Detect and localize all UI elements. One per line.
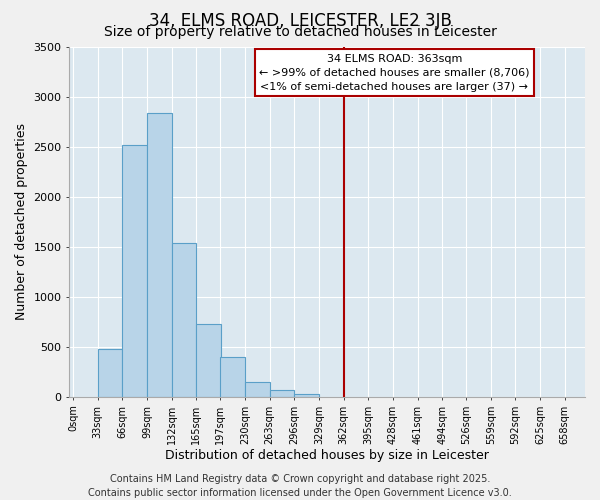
Text: Contains HM Land Registry data © Crown copyright and database right 2025.
Contai: Contains HM Land Registry data © Crown c… [88,474,512,498]
Bar [122,144,147,397]
Text: Size of property relative to detached houses in Leicester: Size of property relative to detached ho… [104,25,496,39]
Bar [98,349,122,397]
Text: 34 ELMS ROAD: 363sqm
← >99% of detached houses are smaller (8,706)
<1% of semi-d: 34 ELMS ROAD: 363sqm ← >99% of detached … [259,54,529,92]
Bar [196,324,221,397]
Text: 34, ELMS ROAD, LEICESTER, LE2 3JB: 34, ELMS ROAD, LEICESTER, LE2 3JB [149,12,451,30]
Bar [147,112,172,397]
Bar [294,394,319,397]
Bar [245,382,269,397]
Bar [172,242,196,397]
Bar [220,357,245,397]
Y-axis label: Number of detached properties: Number of detached properties [15,123,28,320]
X-axis label: Distribution of detached houses by size in Leicester: Distribution of detached houses by size … [165,450,489,462]
Bar [269,390,294,397]
